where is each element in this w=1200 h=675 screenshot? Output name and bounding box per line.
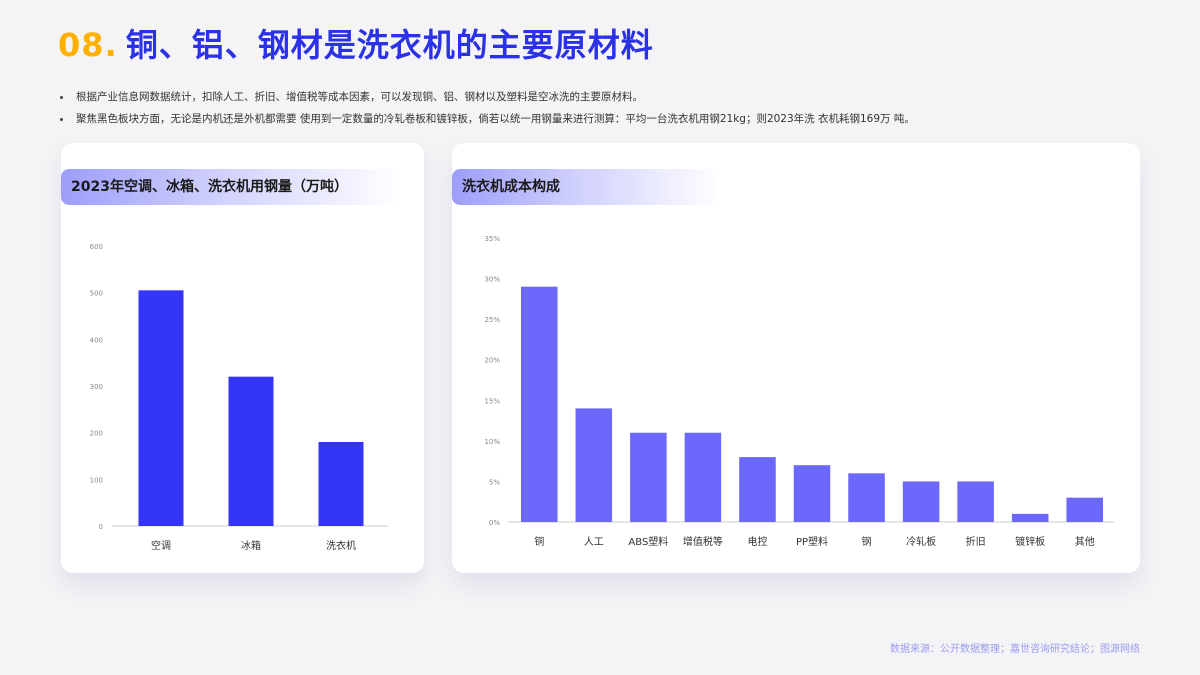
title-text: 铜、铝、钢材是洗衣机的主要原材料	[125, 26, 654, 64]
bar	[684, 432, 722, 522]
y-tick-label: 0%	[489, 519, 500, 527]
bar	[793, 465, 831, 522]
bar	[848, 473, 885, 522]
steel-usage-chart-title: 2023年空调、冰箱、洗衣机用钢量（万吨）	[61, 169, 401, 205]
x-category-label: 空调	[151, 539, 171, 552]
bar	[957, 481, 994, 522]
x-category-label: 冰箱	[241, 539, 261, 552]
bar	[902, 481, 940, 522]
y-tick-label: 600	[90, 243, 103, 251]
x-category-label: 折旧	[966, 535, 986, 548]
x-category-label: 洗衣机	[326, 539, 356, 552]
bullet-item: 聚焦黑色板块方面，无论是内机还是外机都需要 使用到一定数量的冷轧卷板和镀锌板，倘…	[58, 108, 1158, 130]
x-category-label: ABS塑料	[628, 535, 668, 548]
bar	[1011, 513, 1049, 522]
data-source: 数据来源：公开数据整理；嘉世咨询研究结论；图源网络	[890, 644, 1140, 655]
cost-structure-card: 洗衣机成本构成 0% 5% 10% 15% 20% 25% 30% 35% 铜 人工 ABS塑料 增值…	[452, 143, 1140, 573]
x-category-label: 人工	[584, 536, 604, 548]
bar	[138, 290, 184, 526]
cost-structure-chart: 0% 5% 10% 15% 20% 25% 30% 35% 铜 人工 ABS塑料 增值税等 电控 PP塑料…	[484, 235, 1114, 548]
y-tick-label: 200	[90, 430, 103, 438]
bar	[1066, 497, 1103, 522]
y-tick-label: 5%	[489, 478, 500, 486]
y-tick-label: 30%	[484, 276, 500, 284]
bar	[228, 376, 274, 526]
page-title: 08. 铜、铝、钢材是洗衣机的主要原材料	[58, 20, 654, 66]
bullet-list: 根据产业信息网数据统计，扣除人工、折旧、增值税等成本因素，可以发现铜、铝、钢材以…	[58, 86, 1158, 130]
bar	[575, 408, 613, 522]
y-tick-label: 15%	[484, 397, 500, 405]
y-tick-label: 35%	[484, 235, 500, 243]
y-tick-label: 400	[90, 336, 103, 344]
x-category-label: 其他	[1075, 535, 1095, 548]
x-category-label: PP塑料	[796, 535, 828, 548]
y-tick-label: 100	[90, 476, 103, 484]
y-tick-label: 25%	[484, 316, 500, 324]
bar	[739, 457, 776, 522]
bar	[318, 442, 364, 526]
bar	[630, 432, 667, 522]
steel-usage-chart: 0 100 200 300 400 500 600 空调 冰箱 洗衣机	[90, 243, 388, 552]
x-category-label: 冷轧板	[906, 535, 936, 548]
x-category-label: 电控	[747, 535, 767, 548]
x-category-label: 钢	[862, 535, 872, 548]
y-tick-label: 20%	[484, 357, 500, 365]
x-category-label: 铜	[534, 536, 544, 548]
steel-usage-card: 2023年空调、冰箱、洗衣机用钢量（万吨） 0 100 200 300 400 500 60…	[61, 143, 424, 573]
y-tick-label: 500	[90, 290, 103, 298]
title-number: 08.	[58, 26, 118, 64]
cost-structure-chart-title: 洗衣机成本构成	[452, 169, 722, 205]
y-tick-label: 300	[90, 383, 103, 391]
y-tick-label: 0	[99, 523, 103, 531]
x-category-label: 增值税等	[683, 535, 723, 548]
y-tick-label: 10%	[484, 438, 500, 446]
bullet-item: 根据产业信息网数据统计，扣除人工、折旧、增值税等成本因素，可以发现铜、铝、钢材以…	[58, 86, 1158, 108]
x-category-label: 镀锌板	[1015, 535, 1045, 548]
bar	[521, 286, 558, 522]
